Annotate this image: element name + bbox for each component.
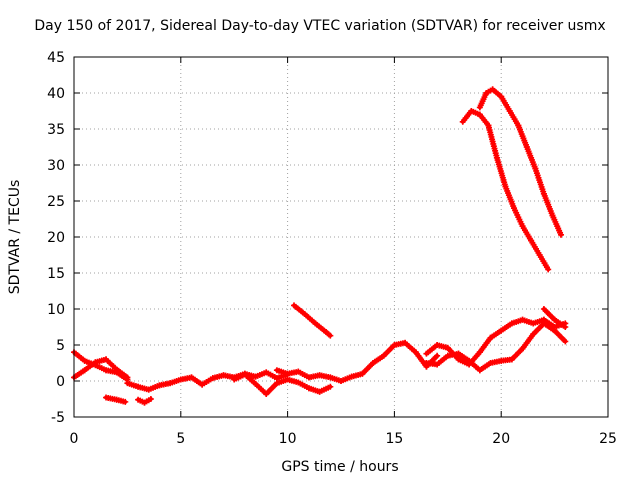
- series-track-12: [459, 108, 552, 273]
- x-tick-label: 25: [599, 431, 617, 447]
- series-track-13: [476, 86, 565, 238]
- series-track-6: [231, 371, 334, 397]
- x-tick-label: 0: [70, 431, 79, 447]
- data-series: [71, 86, 569, 406]
- series-line: [477, 87, 564, 237]
- y-tick-label: 40: [47, 86, 65, 102]
- series-line: [232, 372, 333, 396]
- axis-ticks: 0 5 10 15 20 25 -5 0 5 10 15 20 25 30 35 40 45: [47, 50, 617, 447]
- series-line: [274, 340, 440, 383]
- series-line: [72, 357, 130, 380]
- series-track-1: [71, 349, 131, 383]
- series-line: [136, 397, 153, 405]
- y-tick-label: 10: [47, 302, 65, 318]
- y-tick-label: 30: [47, 158, 65, 174]
- series-line: [460, 109, 551, 272]
- x-tick-label: 5: [176, 431, 185, 447]
- series-track-3: [103, 394, 129, 405]
- y-tick-label: 35: [47, 122, 65, 138]
- series-line: [292, 303, 333, 338]
- y-tick-label: 20: [47, 230, 65, 246]
- y-tick-label: -5: [51, 410, 65, 426]
- x-axis-label: GPS time / hours: [281, 459, 398, 475]
- series-line: [72, 350, 130, 382]
- y-tick-label: 0: [56, 374, 65, 390]
- series-track-10: [423, 320, 569, 374]
- chart-title: Day 150 of 2017, Sidereal Day-to-day VTE…: [34, 18, 606, 34]
- y-tick-label: 5: [56, 338, 65, 354]
- x-tick-label: 10: [279, 431, 297, 447]
- y-axis-label: SDTVAR / TECUs: [7, 180, 23, 295]
- x-tick-label: 15: [385, 431, 403, 447]
- y-tick-label: 45: [47, 50, 65, 66]
- grid-lines: [74, 57, 608, 417]
- series-track-4: [135, 396, 154, 406]
- series-track-7: [273, 339, 441, 384]
- series-line: [424, 317, 568, 367]
- series-track-11: [540, 306, 569, 330]
- series-track-2: [71, 356, 131, 381]
- series-line: [125, 370, 290, 392]
- series-line: [541, 307, 568, 329]
- series-track-5: [124, 369, 291, 393]
- series-line: [424, 321, 568, 373]
- y-tick-label: 15: [47, 266, 65, 282]
- series-line: [104, 395, 128, 404]
- x-tick-label: 20: [492, 431, 510, 447]
- series-track-8: [291, 302, 334, 339]
- y-tick-label: 25: [47, 194, 65, 210]
